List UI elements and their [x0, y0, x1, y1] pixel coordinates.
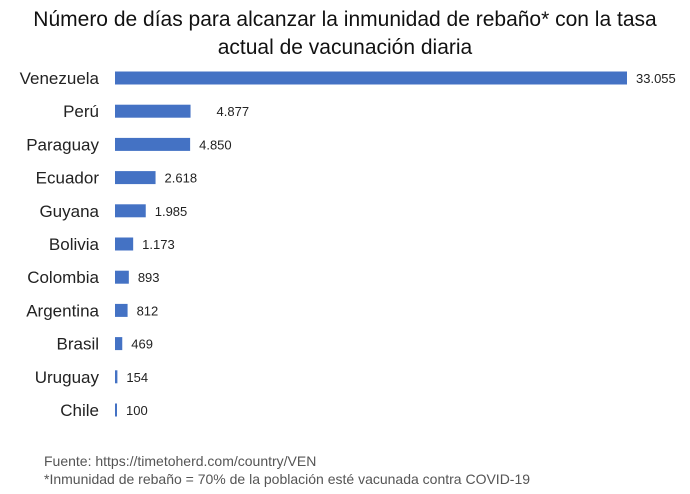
category-label-brasil: Brasil: [56, 335, 99, 354]
value-label-paraguay: 4.850: [199, 137, 232, 152]
bar-colombia: [115, 270, 129, 284]
category-label-chile: Chile: [60, 401, 99, 420]
chart-footer: Fuente: https://timetoherd.com/country/V…: [44, 452, 530, 488]
bar-guyana: [115, 204, 146, 218]
value-label-peru: 4.877: [217, 104, 250, 119]
chart-title: Número de días para alcanzar la inmunida…: [0, 6, 690, 62]
category-label-bolivia: Bolivia: [49, 235, 100, 254]
bar-paraguay: [115, 137, 191, 151]
value-label-argentina: 812: [137, 303, 159, 318]
category-label-ecuador: Ecuador: [36, 169, 100, 188]
bar-chile: [115, 403, 117, 417]
herd-immunity-note: *Inmunidad de rebaño = 70% de la poblaci…: [44, 471, 531, 487]
bar-peru: [115, 104, 191, 118]
category-label-peru: Perú: [63, 102, 99, 121]
bar-bolivia: [115, 237, 134, 251]
value-label-brasil: 469: [131, 337, 153, 352]
value-label-colombia: 893: [138, 270, 160, 285]
value-label-guyana: 1.985: [155, 204, 188, 219]
category-label-argentina: Argentina: [26, 301, 99, 320]
chart-title-line-2: actual de vacunación diaria: [217, 36, 473, 59]
bar-argentina: [115, 303, 128, 317]
source-note: Fuente: https://timetoherd.com/country/V…: [44, 453, 317, 469]
bar-brasil: [115, 337, 123, 351]
category-label-uruguay: Uruguay: [35, 368, 100, 387]
value-label-bolivia: 1.173: [142, 237, 175, 252]
value-label-uruguay: 154: [126, 370, 148, 385]
value-label-chile: 100: [126, 403, 148, 418]
value-label-venezuela: 33.055: [636, 71, 676, 86]
bar-uruguay: [115, 370, 118, 384]
category-label-venezuela: Venezuela: [20, 69, 100, 88]
category-label-guyana: Guyana: [39, 202, 99, 221]
bar-venezuela: [115, 71, 627, 85]
bar-ecuador: [115, 171, 156, 185]
chart-title-line-1: Número de días para alcanzar la inmunida…: [33, 8, 657, 31]
value-label-ecuador: 2.618: [165, 171, 198, 186]
category-label-colombia: Colombia: [27, 268, 99, 287]
category-label-paraguay: Paraguay: [26, 135, 99, 154]
